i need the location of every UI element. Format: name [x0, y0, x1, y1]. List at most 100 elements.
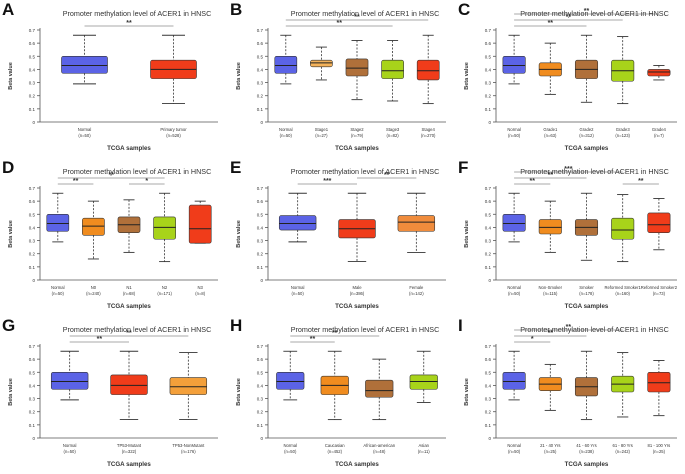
x-tick-label: Normal — [507, 127, 521, 132]
y-tick-label: 0.2 — [257, 252, 264, 257]
panel-label: F — [458, 158, 469, 177]
x-tick-label: Normal — [507, 443, 521, 448]
box — [365, 379, 394, 398]
x-tick-label: Stage2 — [350, 127, 364, 132]
x-tick-count: (n=240) — [86, 291, 101, 296]
box — [502, 213, 526, 232]
significance-label: ** — [566, 14, 572, 21]
panel-label: E — [230, 158, 242, 177]
box — [345, 58, 369, 77]
x-tick-count: (n=322) — [122, 449, 137, 454]
x-tick-label: 81 - 100 Yrs — [648, 443, 671, 448]
x-tick-label: N2 — [162, 285, 168, 290]
x-tick-label: Grade2 — [580, 127, 595, 132]
significance-label: ** — [336, 20, 342, 27]
y-tick-label: 0 — [260, 436, 263, 441]
panel-b: B Promoter methylation level of ACER1 in … — [228, 0, 454, 158]
y-tick-label: 0.1 — [485, 265, 492, 270]
box — [397, 215, 436, 232]
significance-label: ** — [108, 172, 114, 179]
y-tick-label: 0.5 — [29, 370, 36, 375]
x-tick-label: Normal — [291, 285, 305, 290]
y-tick-label: 0.7 — [485, 186, 492, 191]
x-tick-count: (n=25) — [653, 449, 666, 454]
significance-label: ** — [126, 330, 132, 337]
x-tick-label: Grade4 — [652, 127, 667, 132]
significance-label: ** — [548, 20, 554, 27]
box-plot: Promoter methylation level of ACER1 in H… — [8, 167, 218, 310]
x-tick-count: (n=48) — [373, 449, 386, 454]
x-axis-label: TCGA samples — [335, 461, 379, 468]
y-axis-label: Beta value — [8, 62, 14, 90]
y-axis-label: Beta value — [8, 378, 14, 406]
x-tick-label: 21 - 40 Yrs — [540, 443, 560, 448]
x-tick-count: (n=528) — [166, 133, 181, 138]
x-tick-count: (n=50) — [78, 133, 91, 138]
panel-f: F Promoter methylation level of ACER1 in … — [456, 158, 685, 316]
y-tick-label: 0.1 — [257, 265, 264, 270]
x-tick-label: Stage1 — [315, 127, 329, 132]
significance-label: *** — [564, 166, 572, 173]
x-tick-count: (n=123) — [615, 133, 630, 138]
y-tick-label: 0.7 — [29, 28, 36, 33]
y-tick-label: 0.1 — [485, 107, 492, 112]
chart-title: Promoter methylation level of ACER1 in H… — [63, 9, 212, 18]
x-tick-label: Normal — [51, 285, 65, 290]
y-tick-label: 0.1 — [257, 107, 264, 112]
significance-label: ** — [354, 14, 360, 21]
y-tick-label: 0.3 — [257, 239, 264, 244]
y-axis-label: Beta value — [464, 378, 470, 406]
box-plot: Promoter methylation level of ACER1 in H… — [8, 9, 218, 152]
significance-label: ** — [566, 324, 572, 331]
y-tick-label: 0.7 — [257, 186, 264, 191]
chart-title: Promoter methylation level of ACER1 in H… — [63, 167, 212, 176]
x-axis-label: TCGA samples — [565, 303, 609, 310]
x-tick-label: Normal — [279, 127, 293, 132]
y-tick-label: 0.3 — [485, 81, 492, 86]
x-tick-label: Stage3 — [386, 127, 400, 132]
box — [169, 377, 208, 395]
x-tick-label: Non-Smoker — [539, 285, 563, 290]
y-tick-label: 0.4 — [485, 383, 492, 388]
y-tick-label: 0.6 — [485, 357, 492, 362]
y-tick-label: 0.6 — [29, 357, 36, 362]
x-tick-count: (n=25) — [544, 449, 557, 454]
box — [381, 59, 404, 79]
chart-title: Promoter methylation level of ACER1 in H… — [291, 325, 440, 334]
y-tick-label: 0.6 — [485, 199, 492, 204]
x-tick-label: Grade1 — [543, 127, 558, 132]
y-tick-label: 0.6 — [485, 41, 492, 46]
y-tick-label: 0.2 — [485, 410, 492, 415]
y-tick-label: 0.2 — [29, 94, 36, 99]
x-axis-label: TCGA samples — [335, 303, 379, 310]
y-tick-label: 0.7 — [485, 28, 492, 33]
panel-label: A — [2, 0, 15, 19]
y-tick-label: 0.5 — [485, 370, 492, 375]
box — [46, 213, 70, 232]
significance-label: ** — [97, 336, 103, 343]
x-tick-count: (n=50) — [280, 133, 293, 138]
box — [416, 59, 440, 81]
y-tick-label: 0.7 — [29, 344, 36, 349]
significance-label: ** — [548, 172, 554, 179]
x-tick-label: Asian — [419, 443, 430, 448]
y-tick-label: 0.2 — [29, 410, 36, 415]
y-tick-label: 0.1 — [29, 107, 36, 112]
x-axis-label: TCGA samples — [565, 461, 609, 468]
x-tick-count: (n=50) — [508, 449, 521, 454]
significance-label: ** — [310, 336, 316, 343]
y-tick-label: 0.1 — [29, 265, 36, 270]
box — [611, 217, 635, 240]
chart-title: Promoter methylation level of ACER1 in H… — [520, 9, 669, 18]
chart-title: Promoter methylation level of ACER1 in H… — [63, 325, 212, 334]
y-tick-label: 0.4 — [485, 67, 492, 72]
y-tick-label: 0 — [32, 120, 35, 125]
x-tick-count: (n=160) — [615, 291, 630, 296]
y-tick-label: 0.4 — [29, 225, 36, 230]
panel-g: G Promoter methylation level of ACER1 in … — [0, 316, 226, 474]
x-tick-count: (n=386) — [350, 291, 365, 296]
y-tick-label: 0.6 — [29, 41, 36, 46]
significance-label: * — [145, 178, 148, 185]
panel-c: C Promoter methylation level of ACER1 in … — [456, 0, 685, 158]
